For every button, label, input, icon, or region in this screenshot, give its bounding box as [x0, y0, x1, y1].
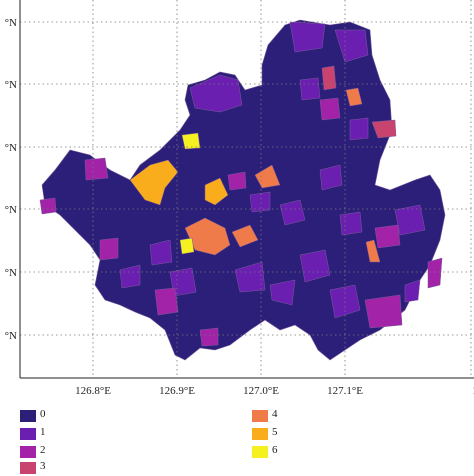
region-class-1: [189, 74, 243, 113]
region-class-1: [249, 191, 271, 213]
region-class-1: [149, 239, 173, 266]
region-class-1: [339, 211, 363, 236]
region-class-1: [279, 199, 306, 226]
region-class-4: [184, 217, 231, 256]
region-class-1: [119, 264, 141, 289]
region-class-1: [319, 164, 343, 191]
y-tick-label: °N: [5, 79, 17, 91]
legend-swatch: [20, 410, 36, 422]
region-base: [41, 19, 446, 361]
region-class-5: [129, 159, 179, 206]
region-class-3: [321, 65, 337, 91]
region-class-2: [99, 237, 119, 261]
region-class-3: [371, 119, 397, 139]
region-class-2: [154, 287, 179, 316]
region-class-4: [231, 224, 259, 248]
legend-label: 2: [40, 444, 46, 456]
y-tick-label: °N: [5, 267, 17, 279]
region-class-2: [319, 97, 341, 121]
region-class-4: [254, 164, 281, 189]
region-class-2: [374, 224, 401, 249]
legend-swatch: [20, 462, 36, 474]
region-class-1: [299, 77, 321, 101]
region-class-1: [289, 21, 326, 53]
region-class-6: [179, 237, 195, 255]
y-tick-label: °N: [5, 204, 17, 216]
region-class-2: [199, 327, 219, 347]
legend-swatch: [20, 446, 36, 458]
region-class-1: [334, 29, 369, 63]
y-tick-label: °N: [5, 17, 17, 29]
legend-swatch: [20, 428, 36, 440]
x-tick-label: 126.8°E: [75, 385, 111, 397]
legend-label: 3: [40, 460, 46, 472]
region-class-2: [427, 257, 443, 289]
region-class-2: [364, 294, 403, 329]
region-class-1: [349, 117, 369, 141]
legend-label: 6: [272, 444, 278, 456]
y-tick-label: °N: [5, 330, 17, 342]
region-class-6: [181, 132, 201, 150]
legend-swatch: [252, 410, 268, 422]
legend-label: 5: [272, 426, 278, 438]
region-class-4: [365, 239, 381, 263]
x-tick-label: 126.9°E: [159, 385, 195, 397]
x-tick-label: 127.0°E: [243, 385, 279, 397]
region-class-1: [404, 279, 421, 303]
legend: 0 1 2 3 4 5 6: [0, 400, 474, 474]
region-class-1: [269, 279, 296, 306]
legend-swatch: [252, 446, 268, 458]
region-class-1: [234, 261, 266, 293]
region-class-1: [299, 249, 331, 283]
choropleth-map: 126.8°E 126.9°E 127.0°E 127.1°E 127.2°E °N °N °…: [5, 0, 474, 397]
legend-label: 1: [40, 426, 46, 438]
legend-label: 4: [272, 408, 278, 420]
region-class-5: [204, 177, 229, 206]
region-class-2: [84, 157, 109, 181]
x-tick-label: 127.2°E: [472, 385, 474, 397]
axis-ticks: 126.8°E 126.9°E 127.0°E 127.1°E 127.2°E °N °N °…: [5, 17, 474, 397]
graticule: [20, 0, 474, 378]
region-class-4: [345, 87, 363, 107]
region-class-2: [39, 197, 57, 215]
region-class-1: [394, 204, 426, 236]
region-class-2: [227, 171, 247, 191]
x-tick-label: 127.1°E: [327, 385, 363, 397]
legend-label: 0: [40, 408, 46, 420]
y-tick-label: °N: [5, 142, 17, 154]
legend-swatch: [252, 428, 268, 440]
